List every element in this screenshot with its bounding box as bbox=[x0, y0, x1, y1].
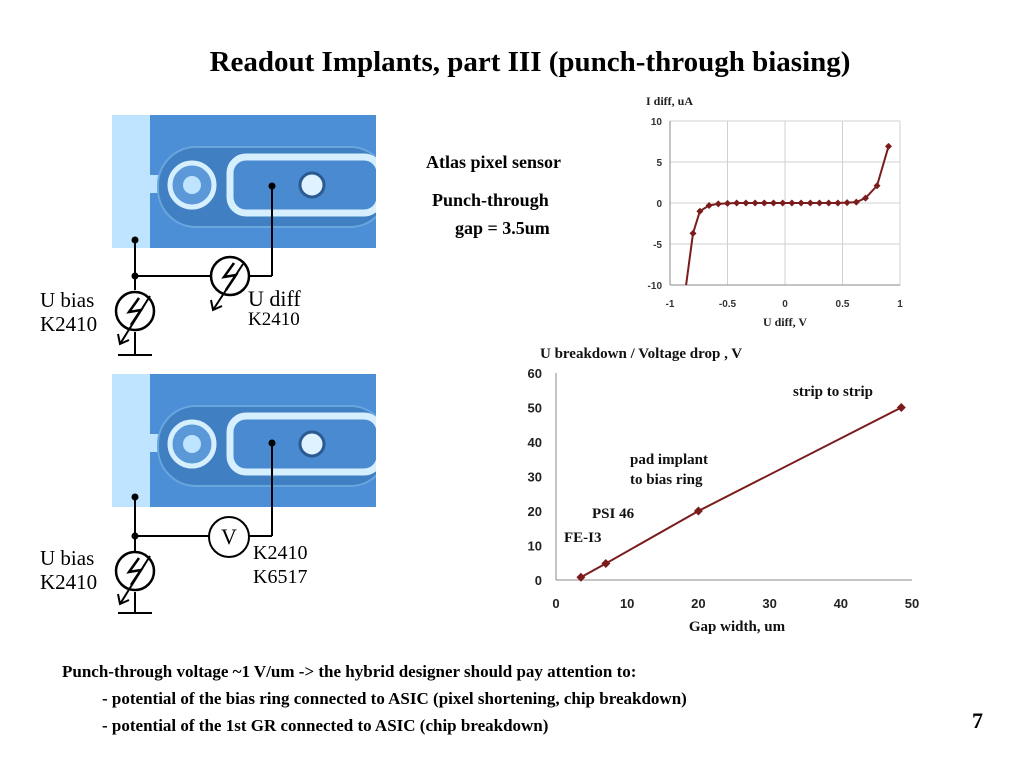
conclusion-text: Punch-through voltage ~1 V/um -> the hyb… bbox=[62, 658, 687, 739]
pixel-structure-image bbox=[112, 374, 376, 507]
x-tick-label: -0.5 bbox=[719, 299, 737, 310]
conclusion-line-1: Punch-through voltage ~1 V/um -> the hyb… bbox=[62, 662, 637, 681]
data-point bbox=[770, 199, 777, 207]
data-point bbox=[825, 199, 833, 207]
y-tick-label: 60 bbox=[528, 366, 542, 381]
conclusion-line-2: - potential of the bias ring connected t… bbox=[102, 689, 687, 708]
data-point bbox=[896, 403, 906, 412]
y-tick-label: 30 bbox=[528, 470, 542, 485]
data-point bbox=[693, 506, 703, 516]
y-axis-label: I diff, uA bbox=[646, 94, 693, 108]
data-point bbox=[788, 199, 796, 207]
voltage-source-icon bbox=[114, 550, 156, 606]
x-tick-label: 30 bbox=[762, 596, 776, 611]
punch-through-label: Punch-through bbox=[432, 190, 549, 210]
slide-title: Readout Implants, part III (punch-throug… bbox=[209, 46, 851, 78]
y-tick-label: 5 bbox=[656, 158, 662, 169]
data-point bbox=[576, 572, 586, 582]
annotation-to-bias-ring: to bias ring bbox=[630, 472, 703, 488]
x-tick-label: 20 bbox=[691, 596, 705, 611]
data-point bbox=[779, 199, 787, 207]
x-tick-label: 0 bbox=[782, 299, 788, 310]
conclusion-line-3: - potential of the 1st GR connected to A… bbox=[102, 716, 549, 735]
x-tick-label: 0 bbox=[552, 596, 559, 611]
y-tick-label: 10 bbox=[528, 539, 542, 554]
sensor-name: Atlas pixel sensor bbox=[426, 152, 561, 172]
u-bias-label-bottom: U bias K2410 bbox=[40, 546, 98, 594]
data-point bbox=[797, 199, 805, 207]
data-point bbox=[843, 199, 851, 207]
voltage-source-icon bbox=[209, 255, 251, 312]
x-tick-label: 1 bbox=[897, 299, 903, 310]
y-tick-label: 20 bbox=[528, 504, 542, 519]
sensor-photo-bottom bbox=[112, 374, 376, 507]
x-tick-label: -1 bbox=[666, 299, 675, 310]
y-tick-label: 50 bbox=[528, 401, 542, 416]
data-point bbox=[696, 207, 704, 215]
data-point bbox=[816, 199, 823, 207]
data-point bbox=[852, 198, 860, 206]
y-tick-label: 40 bbox=[528, 435, 542, 450]
u-diff-label: U diff K2410 bbox=[248, 286, 301, 331]
breakdown-series-line bbox=[580, 406, 902, 579]
data-point bbox=[834, 199, 842, 207]
y-tick-label: -5 bbox=[653, 240, 662, 251]
data-point bbox=[601, 558, 611, 568]
y-tick-label: 0 bbox=[535, 573, 542, 588]
voltage-source-icon bbox=[114, 290, 156, 346]
annotation-psi46: PSI 46 bbox=[592, 506, 635, 522]
meter-device-label: K2410 K6517 bbox=[253, 542, 308, 588]
data-point bbox=[724, 199, 731, 207]
x-axis-label: Gap width, um bbox=[689, 619, 786, 635]
u-bias-label-top: U bias K2410 bbox=[40, 288, 98, 336]
data-point bbox=[760, 199, 768, 207]
x-tick-label: 0.5 bbox=[836, 299, 850, 310]
annotation-strip-to-strip: strip to strip bbox=[793, 384, 873, 400]
data-point bbox=[714, 200, 722, 208]
data-point bbox=[705, 201, 713, 209]
chart-title: U breakdown / Voltage drop , V bbox=[540, 346, 742, 362]
data-point bbox=[873, 182, 881, 190]
data-point bbox=[806, 199, 814, 207]
data-point bbox=[885, 142, 892, 150]
data-point bbox=[733, 199, 741, 207]
data-point bbox=[689, 229, 697, 237]
data-point bbox=[751, 199, 759, 207]
voltmeter-icon: V bbox=[208, 516, 250, 558]
x-tick-label: 50 bbox=[905, 596, 919, 611]
x-tick-label: 40 bbox=[834, 596, 848, 611]
x-tick-label: 10 bbox=[620, 596, 634, 611]
sensor-photo-top bbox=[112, 115, 376, 248]
data-point bbox=[742, 199, 750, 207]
y-tick-label: 10 bbox=[651, 117, 663, 128]
annotation-pad-implant: pad implant bbox=[630, 452, 708, 468]
y-tick-label: 0 bbox=[656, 199, 662, 210]
page-number: 7 bbox=[972, 708, 983, 733]
data-point bbox=[862, 194, 869, 202]
y-tick-label: -10 bbox=[648, 281, 663, 292]
annotation-fe-i3: FE-I3 bbox=[564, 530, 602, 546]
pixel-structure-image bbox=[112, 115, 376, 248]
x-axis-label: U diff, V bbox=[763, 315, 807, 329]
gap-label: gap = 3.5um bbox=[455, 218, 550, 238]
voltmeter-symbol: V bbox=[221, 524, 237, 549]
